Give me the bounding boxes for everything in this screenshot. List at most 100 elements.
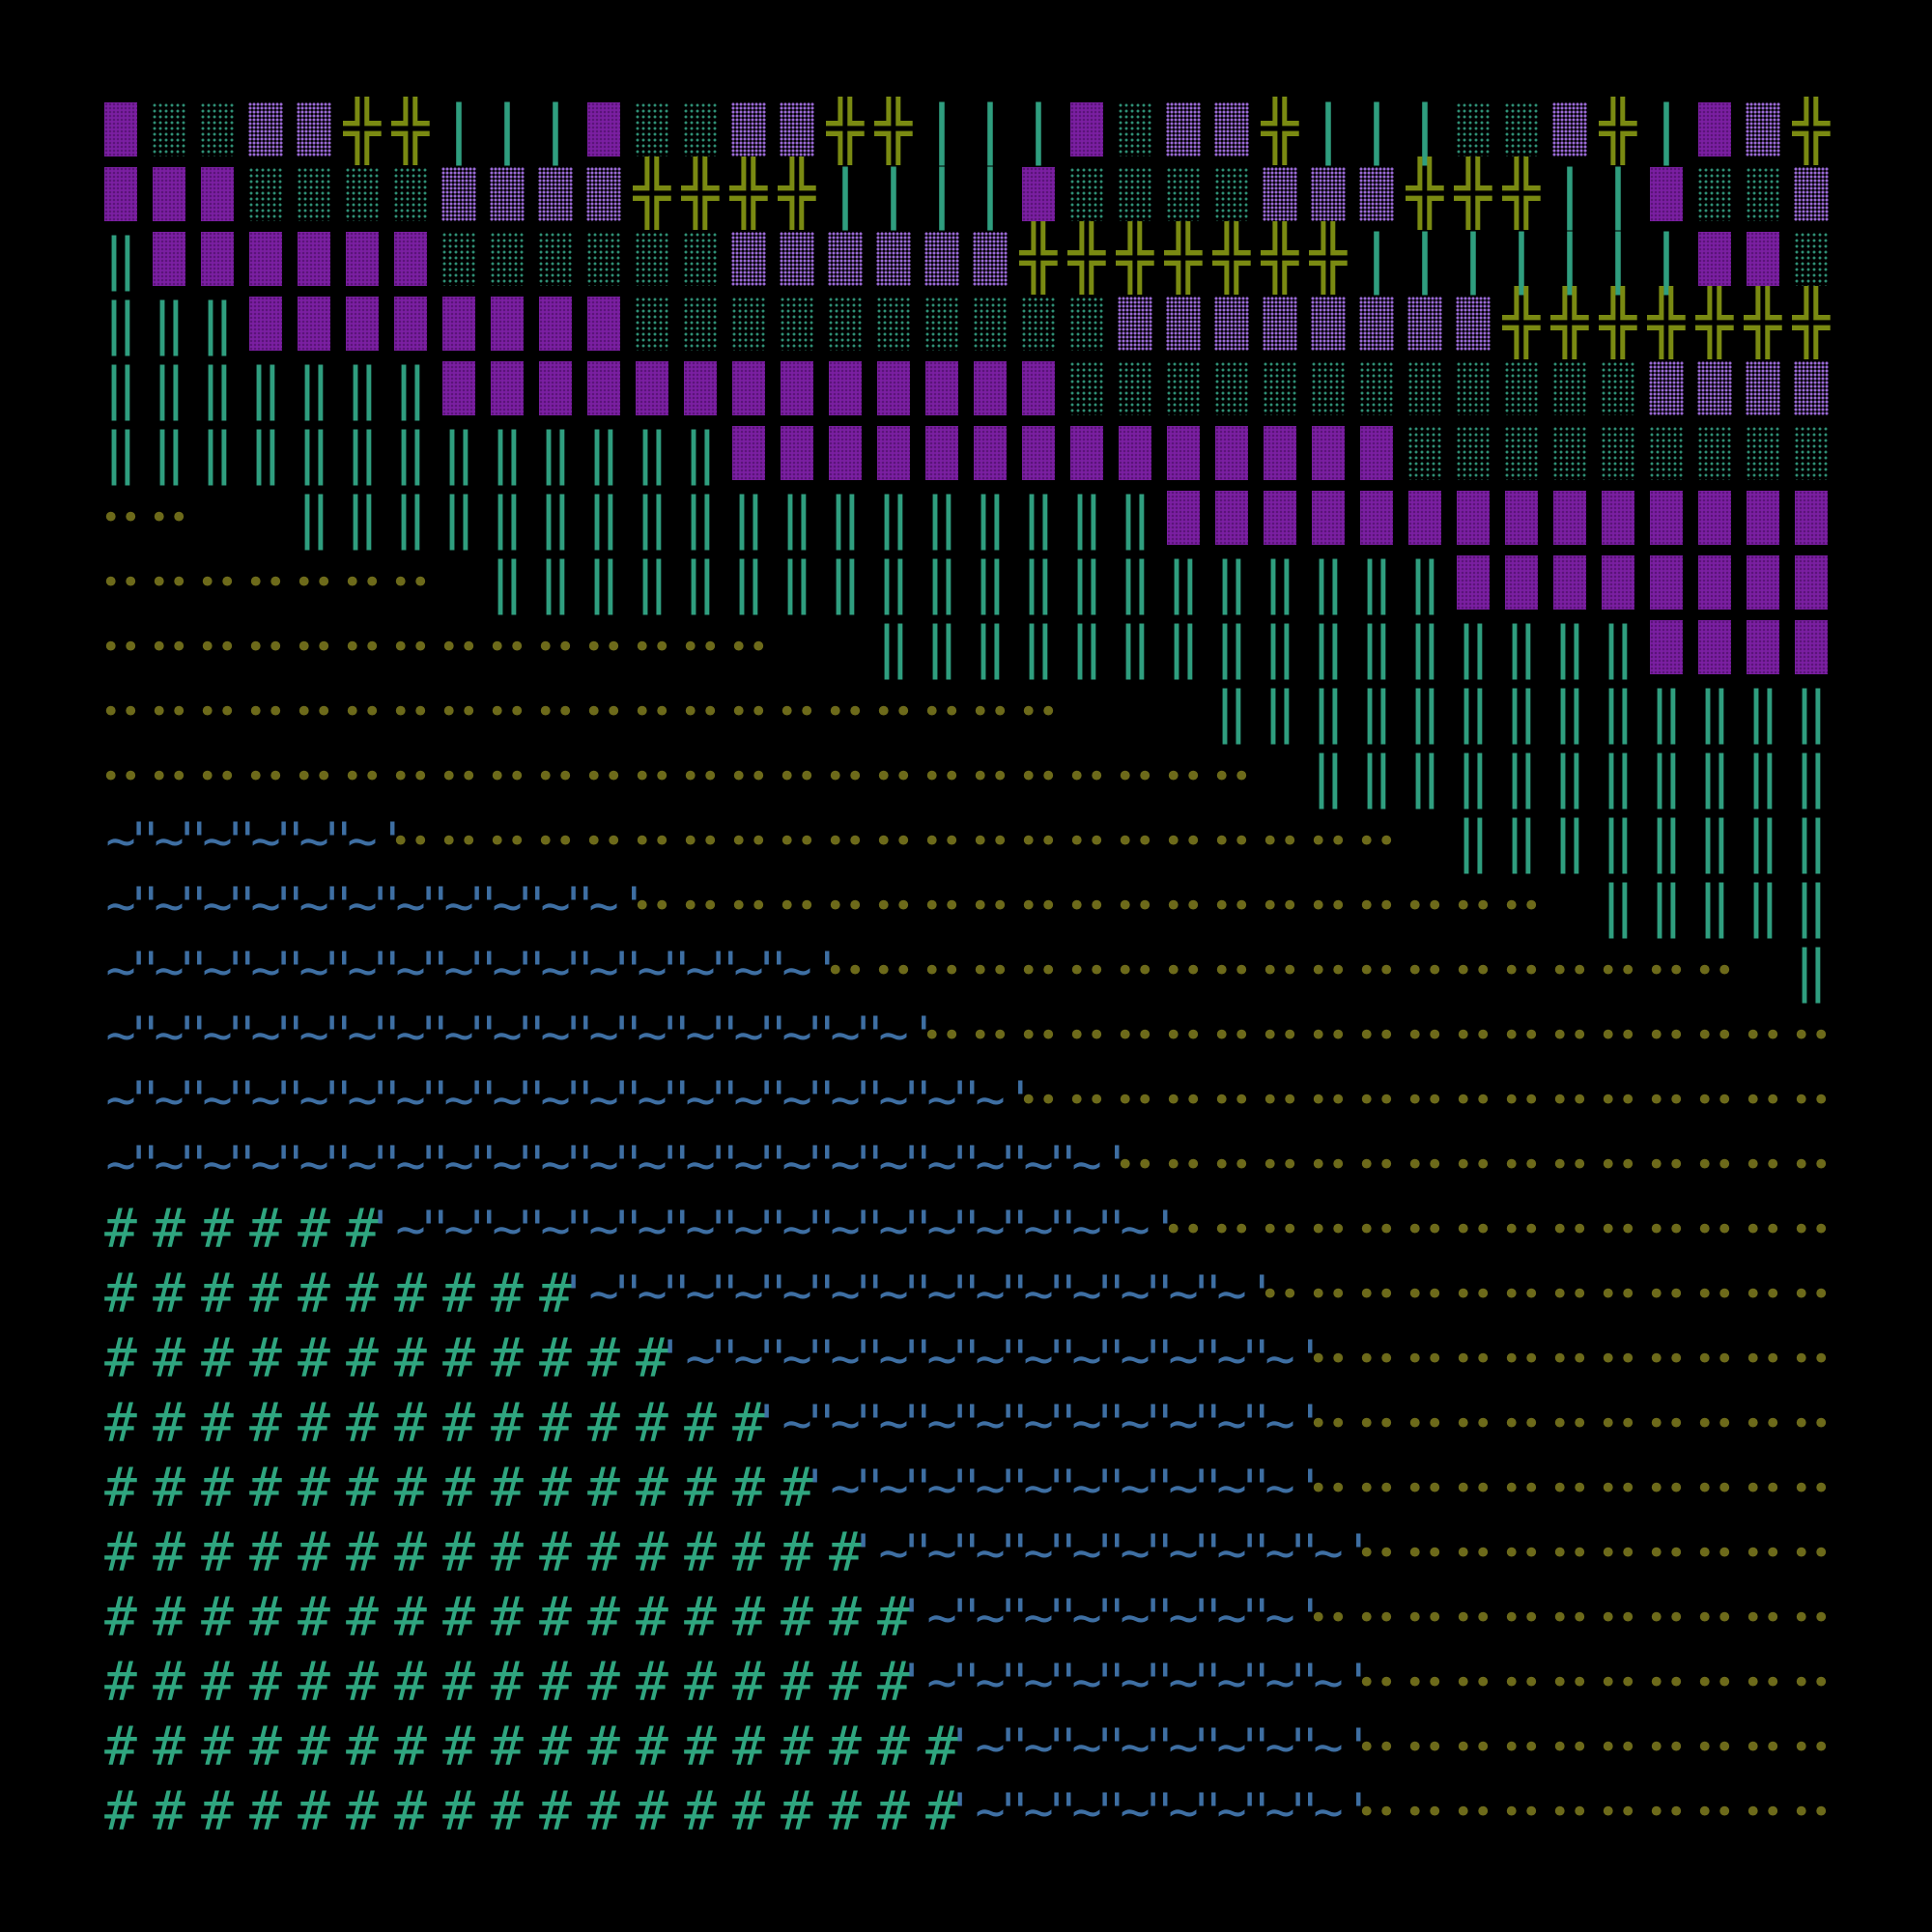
double-bar-glyph-icon: ‖ [683, 484, 718, 551]
solid-wall-icon [1063, 420, 1111, 485]
dots-glyph-icon: •• [825, 692, 866, 731]
solid-wall-icon [869, 355, 918, 420]
dots-glyph-icon: •• [1646, 1533, 1687, 1573]
dots-glyph-icon: •• [390, 562, 431, 602]
sparse-wall-icon [628, 291, 676, 355]
sparse-wall-icon [1401, 355, 1449, 420]
solid-wall-icon [242, 226, 290, 291]
dots-glyph-icon: •• [1115, 1145, 1155, 1184]
hash-glyph-icon: # [153, 1391, 185, 1455]
dots-glyph-icon: •• [1308, 1080, 1349, 1120]
dots-glyph-icon: •• [1453, 1533, 1493, 1573]
hash-glyph-icon: # [442, 1262, 475, 1325]
hash-glyph-icon: # [442, 1391, 475, 1455]
solid-wall-icon [1594, 550, 1642, 614]
dots-glyph-icon: •• [1453, 1792, 1493, 1832]
dots-glyph-icon: •• [487, 692, 527, 731]
light-wall-icon [1159, 97, 1208, 161]
dots-glyph-icon: •• [1405, 1339, 1445, 1378]
double-bar-glyph-icon: ‖ [1504, 743, 1539, 810]
hash-glyph-icon: # [104, 1520, 137, 1584]
cross-glyph-icon: ╬ [1212, 222, 1251, 295]
dots-glyph-icon: •• [1743, 1339, 1783, 1378]
hash-glyph-icon: # [394, 1262, 427, 1325]
dots-glyph-icon: •• [1743, 1533, 1783, 1573]
double-bar-glyph-icon: ‖ [1649, 808, 1684, 874]
dots-glyph-icon: •• [1356, 1339, 1397, 1378]
dots-glyph-icon: •• [342, 692, 383, 731]
dots-glyph-icon: •• [922, 756, 962, 796]
water-glyph-icon: '~' [945, 1070, 1036, 1129]
solid-wall-icon [483, 355, 531, 420]
double-bar-glyph-icon: ‖ [1746, 678, 1780, 745]
water-glyph-icon: '~' [317, 811, 408, 870]
dots-glyph-icon: •• [1308, 1468, 1349, 1508]
sparse-wall-icon [242, 161, 290, 226]
hash-glyph-icon: # [298, 1326, 330, 1390]
dots-glyph-icon: •• [1066, 886, 1107, 925]
double-bar-glyph-icon: ‖ [731, 549, 766, 615]
dots-glyph-icon: •• [1308, 1274, 1349, 1314]
solid-wall-icon [1401, 485, 1449, 550]
dots-glyph-icon: •• [1694, 1792, 1735, 1832]
dots-glyph-icon: •• [1501, 1533, 1542, 1573]
hash-glyph-icon: # [104, 1197, 137, 1261]
hash-glyph-icon: # [442, 1715, 475, 1778]
dots-glyph-icon: •• [439, 692, 479, 731]
solid-wall-icon [1690, 614, 1739, 679]
hash-glyph-icon: # [249, 1456, 282, 1520]
hash-glyph-icon: # [298, 1715, 330, 1778]
hash-glyph-icon: # [442, 1650, 475, 1714]
hash-glyph-icon: # [394, 1520, 427, 1584]
light-wall-icon [724, 226, 773, 291]
hash-glyph-icon: # [539, 1715, 572, 1778]
dots-glyph-icon: •• [1501, 1145, 1542, 1184]
solid-wall-icon [821, 355, 869, 420]
hash-glyph-icon: # [201, 1715, 234, 1778]
dots-glyph-icon: •• [777, 692, 817, 731]
solid-wall-icon [1690, 97, 1739, 161]
dots-glyph-icon: •• [632, 627, 672, 667]
dots-glyph-icon: •• [1405, 1080, 1445, 1120]
dots-glyph-icon: •• [1211, 1015, 1252, 1055]
hash-glyph-icon: # [829, 1520, 862, 1584]
dots-glyph-icon: •• [1743, 1145, 1783, 1184]
hash-glyph-icon: # [346, 1715, 379, 1778]
solid-wall-icon [483, 291, 531, 355]
dots-glyph-icon: •• [1453, 1598, 1493, 1637]
hash-glyph-icon: # [394, 1456, 427, 1520]
double-bar-glyph-icon: ‖ [1214, 678, 1249, 745]
hash-glyph-icon: # [394, 1391, 427, 1455]
hash-glyph-icon: # [781, 1585, 813, 1649]
dots-glyph-icon: •• [1646, 1339, 1687, 1378]
double-bar-glyph-icon: ‖ [1069, 549, 1104, 615]
water-glyph-icon: '~' [1283, 1718, 1374, 1776]
dots-glyph-icon: •• [1115, 756, 1155, 796]
hash-glyph-icon: # [491, 1262, 524, 1325]
dots-glyph-icon: •• [1743, 1404, 1783, 1443]
double-bar-glyph-icon: ‖ [490, 549, 525, 615]
solid-wall-icon [1111, 420, 1159, 485]
cross-glyph-icon: ╬ [778, 157, 816, 230]
hash-glyph-icon: # [153, 1779, 185, 1835]
double-bar-glyph-icon: ‖ [683, 549, 718, 615]
cross-glyph-icon: ╬ [1164, 222, 1203, 295]
dots-glyph-icon: •• [1405, 1404, 1445, 1443]
double-bar-glyph-icon: ‖ [1311, 549, 1346, 615]
double-bar-glyph-icon: ‖ [393, 419, 428, 486]
dots-glyph-icon: •• [1549, 1727, 1590, 1767]
sparse-wall-icon [531, 226, 580, 291]
dots-glyph-icon: •• [149, 692, 189, 731]
dots-glyph-icon: •• [1066, 756, 1107, 796]
hash-glyph-icon: # [298, 1456, 330, 1520]
hash-glyph-icon: # [201, 1197, 234, 1261]
hash-glyph-icon: # [539, 1520, 572, 1584]
hash-glyph-icon: # [153, 1326, 185, 1390]
hash-glyph-icon: # [201, 1650, 234, 1714]
double-bar-glyph-icon: ‖ [1166, 549, 1201, 615]
hash-glyph-icon: # [539, 1650, 572, 1714]
dots-glyph-icon: •• [1549, 1404, 1590, 1443]
double-bar-glyph-icon: ‖ [1794, 808, 1829, 874]
solid-wall-icon [918, 355, 966, 420]
double-bar-glyph-icon: ‖ [297, 355, 331, 421]
